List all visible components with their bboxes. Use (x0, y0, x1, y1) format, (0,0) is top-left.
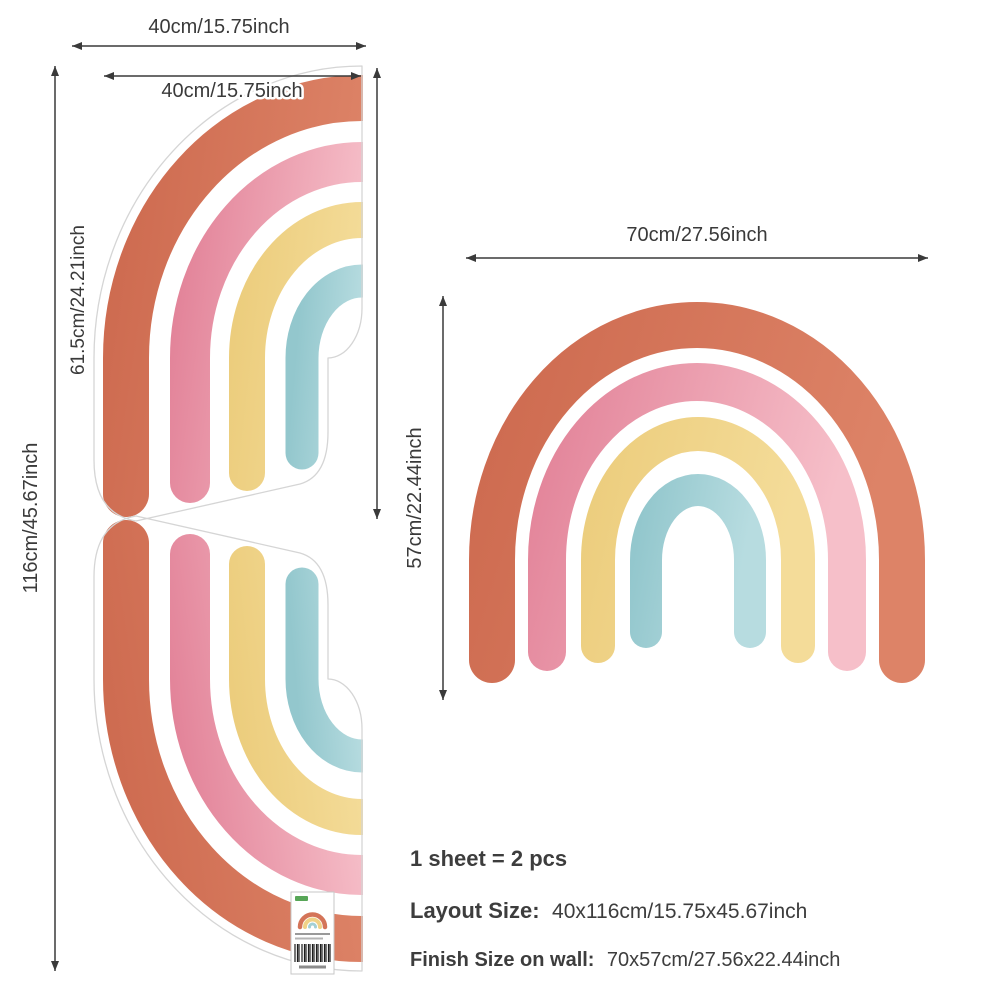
finish-size-text: Finish Size on wall: 70x57cm/27.56x22.44… (410, 949, 840, 971)
sheet-height-label: 116cm/45.67inch (20, 443, 42, 594)
label-rainbow-thumb (297, 912, 328, 930)
rainbow-arc-pink (170, 142, 363, 503)
layout-size-label: Layout Size: (410, 898, 540, 923)
finish-size-value: 70x57cm/27.56x22.44inch (607, 949, 841, 971)
brand-label (290, 891, 335, 975)
label-text-line (295, 937, 323, 940)
layout-size-text: Layout Size: 40x116cm/15.75x45.67inch (410, 898, 807, 923)
rainbow-arc-yellow (581, 417, 815, 663)
layout-sheet: 40cm/15.75inch 40cm/15.75inch 116cm/45.6… (20, 16, 381, 975)
rainbow-arc-coral (469, 302, 925, 683)
label-barcode-digits (299, 965, 326, 969)
rainbow-arc-pink (170, 534, 363, 895)
rainbow-arc-yellow (229, 546, 363, 835)
piece-width-label: 40cm/15.75inch (161, 80, 302, 102)
rainbow-arc-blue (630, 474, 766, 648)
assembled-rainbow: 70cm/27.56inch 57cm/22.44inch (404, 224, 928, 700)
sheet-count-text: 1 sheet = 2 pcs (410, 846, 567, 871)
finished-width-label: 70cm/27.56inch (626, 224, 767, 246)
finish-size-label: Finish Size on wall: (410, 949, 594, 971)
layout-size-value: 40x116cm/15.75x45.67inch (552, 900, 807, 923)
rainbow-arc-yellow (229, 202, 363, 491)
rainbow-arc-blue (285, 264, 363, 470)
rainbow-arc-pink (528, 363, 866, 671)
specs-block: 1 sheet = 2 pcs Layout Size: 40x116cm/15… (410, 846, 840, 971)
piece-height-label: 61.5cm/24.21inch (68, 225, 89, 375)
label-barcode (294, 944, 331, 962)
label-logo-mark (295, 896, 308, 901)
die-cut-outline (93, 515, 363, 972)
die-cut-outline (93, 65, 363, 522)
sheet-piece-top (93, 65, 363, 522)
finished-height-label: 57cm/22.44inch (404, 427, 426, 568)
rainbow-arc-coral (103, 75, 363, 517)
sheet-width-label: 40cm/15.75inch (148, 16, 289, 38)
rainbow-arc-blue (285, 567, 363, 773)
label-text-line (295, 933, 330, 935)
